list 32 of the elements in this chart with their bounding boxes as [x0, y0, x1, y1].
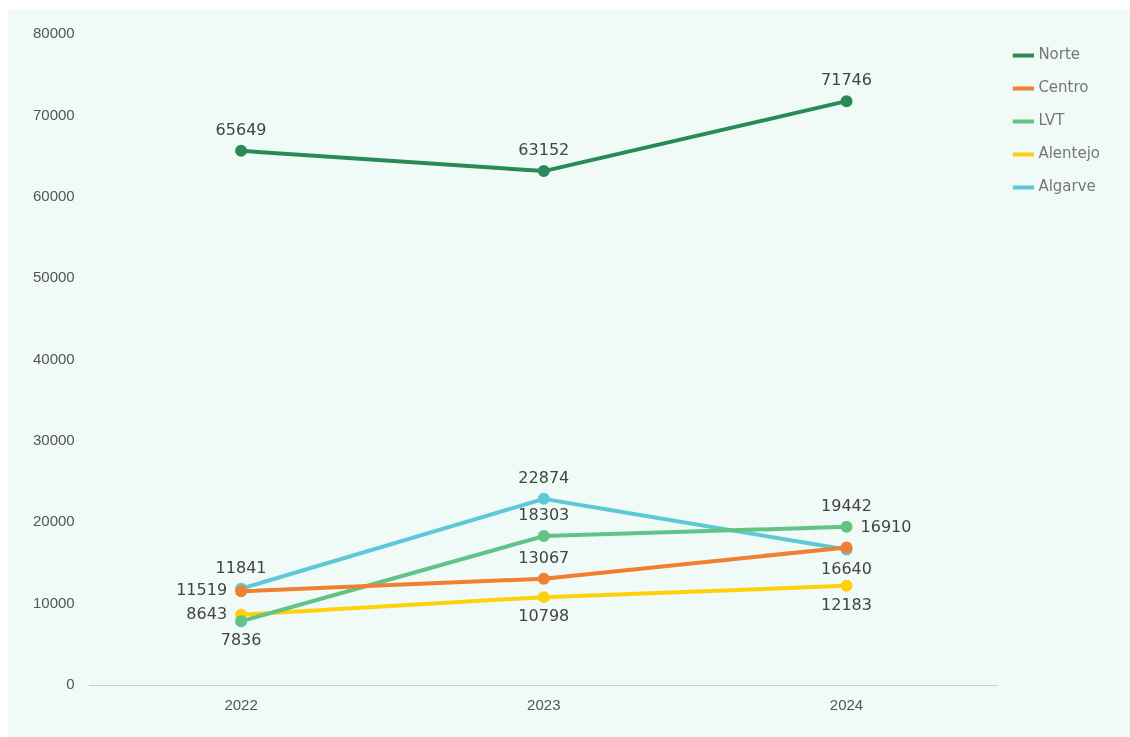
data-label: 22874: [518, 468, 570, 488]
data-label: 13067: [518, 547, 570, 567]
y-tick-label: 30000: [32, 431, 75, 449]
data-label: 16640: [821, 558, 872, 578]
legend-label: LVT: [1038, 111, 1066, 130]
legend-label: Algarve: [1038, 177, 1096, 196]
y-tick-label: 20000: [32, 512, 75, 530]
data-label: 19442: [821, 495, 872, 515]
y-tick-label: 10000: [32, 593, 75, 611]
y-tick-label: 60000: [32, 186, 75, 204]
legend-label: Norte: [1038, 45, 1081, 64]
data-label: 12183: [821, 595, 872, 615]
y-tick-label: 50000: [32, 268, 75, 286]
data-label: 10798: [518, 606, 570, 626]
x-tick-label: 2024: [829, 696, 864, 714]
data-label: 16910: [860, 516, 912, 536]
y-tick-label: 40000: [32, 349, 75, 367]
data-label: 11519: [176, 580, 228, 600]
y-tick-label: 0: [66, 675, 75, 693]
data-label: 7836: [220, 630, 262, 650]
legend-label: Alentejo: [1038, 144, 1101, 163]
data-label: 11841: [215, 557, 267, 577]
data-label: 63152: [518, 140, 570, 160]
y-tick-label: 70000: [32, 105, 75, 123]
x-tick-label: 2023: [527, 696, 561, 714]
data-label: 8643: [186, 603, 228, 623]
x-tick-label: 2022: [224, 696, 258, 714]
data-label: 18303: [518, 505, 570, 525]
legend-label: Centro: [1038, 78, 1089, 97]
y-tick-label: 80000: [32, 24, 75, 42]
data-label: 65649: [215, 119, 267, 139]
data-label: 71746: [821, 70, 872, 90]
